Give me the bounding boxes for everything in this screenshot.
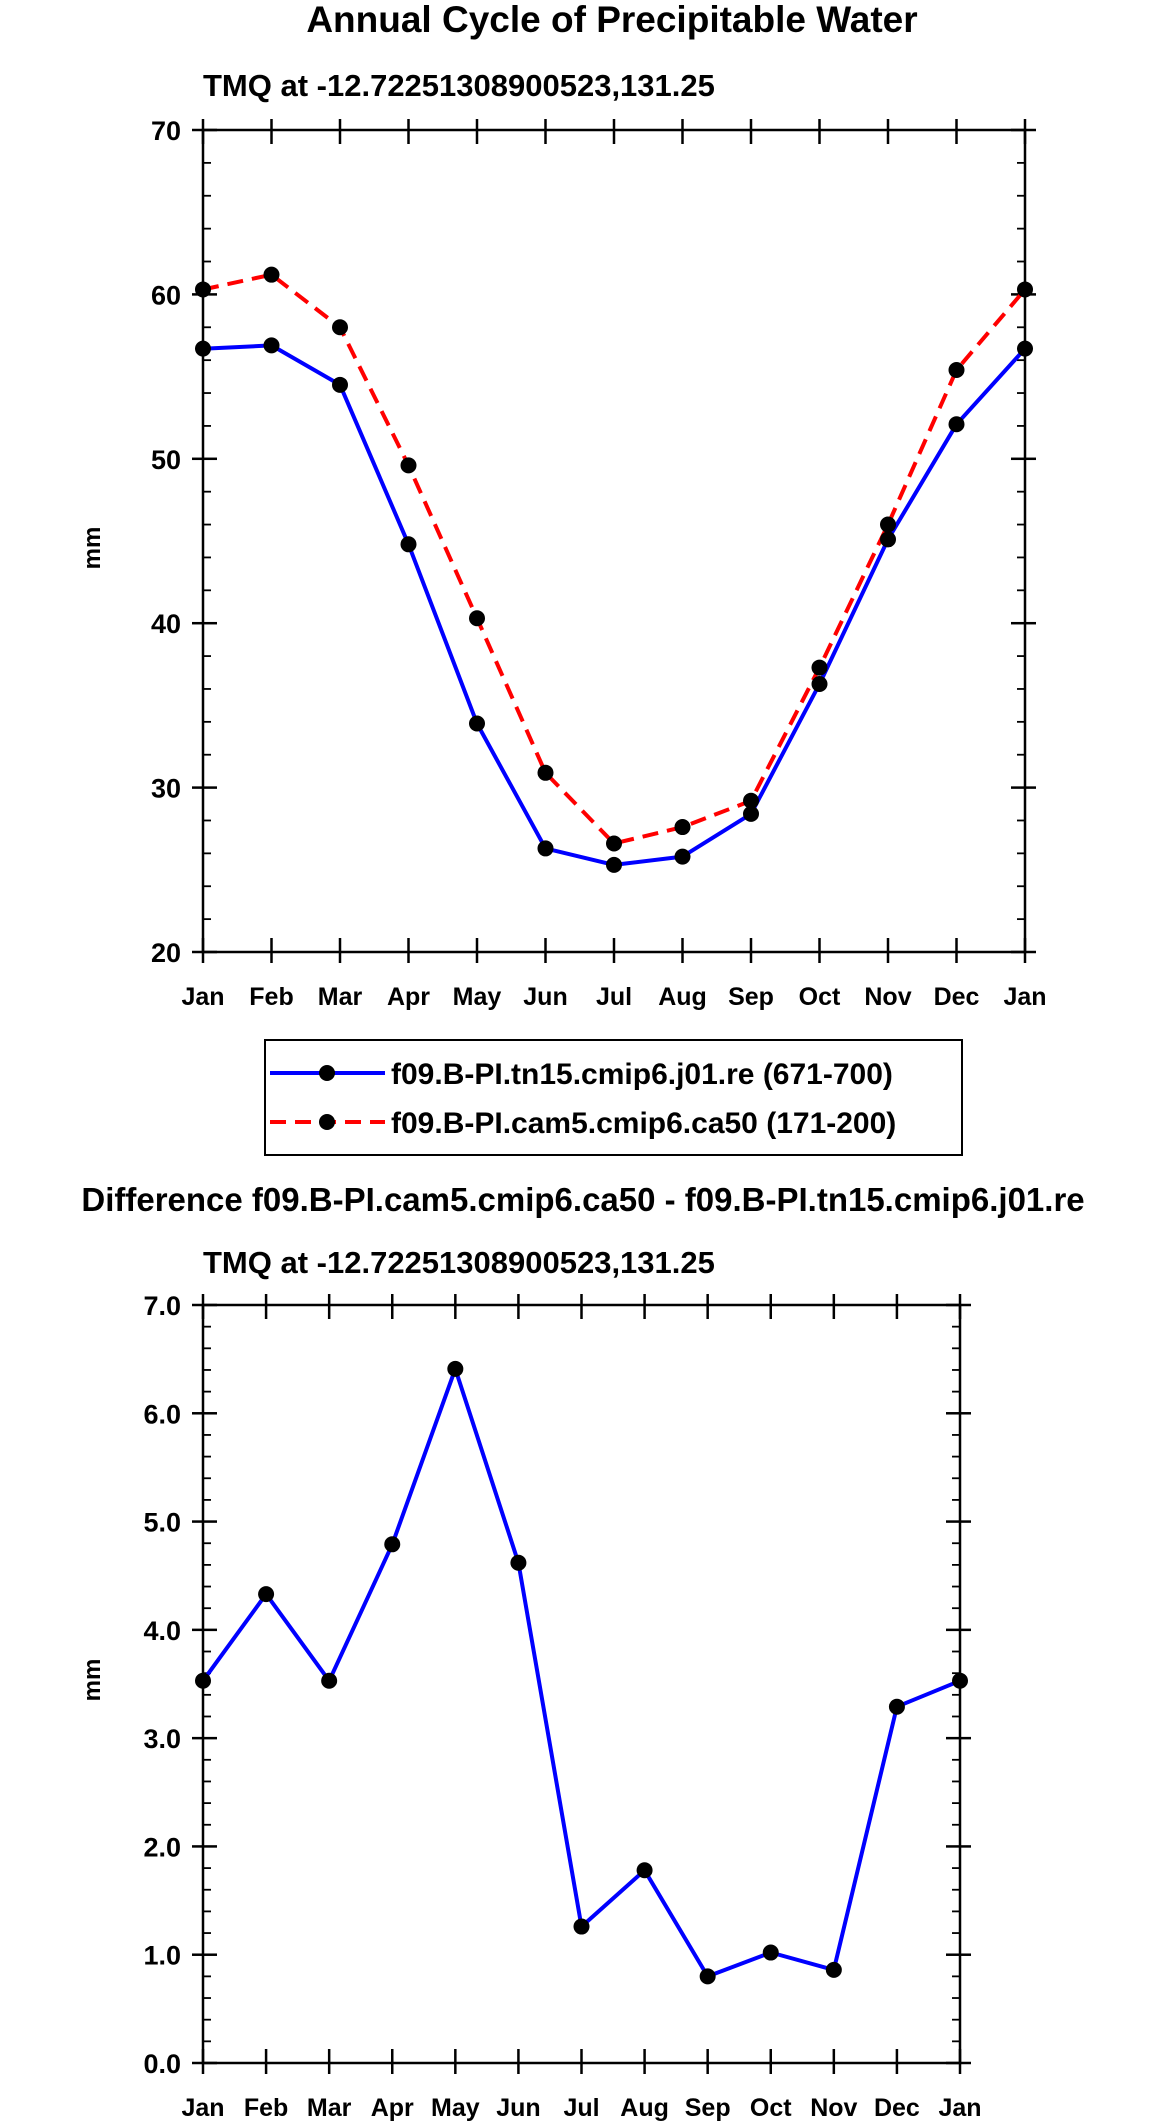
chart1-series-1-line xyxy=(202,343,1027,867)
chart1-xtick-label: Dec xyxy=(934,983,980,1011)
chart2-xtick-label: May xyxy=(431,2094,480,2122)
chart1-series-1-point xyxy=(195,340,211,357)
chart2-xtick-label: Oct xyxy=(750,2094,792,2122)
chart1-xtick-label: Nov xyxy=(864,983,911,1011)
chart1-series-1-point xyxy=(400,536,417,553)
chart2-ytick-label: 1.0 xyxy=(143,1941,181,1971)
chart1-xtick-label: Mar xyxy=(318,983,363,1011)
chart1-ylabel: mm xyxy=(79,527,106,570)
chart2-ytick-label: 2.0 xyxy=(143,1832,181,1862)
chart2-series-1-point xyxy=(888,1698,905,1715)
chart1-ytick-label: 50 xyxy=(151,445,181,475)
chart2-ytick-label: 3.0 xyxy=(143,1724,181,1754)
chart2-ytick-label: 5.0 xyxy=(143,1508,181,1538)
chart1-series-1-point xyxy=(537,840,554,857)
chart1-series-2-point xyxy=(400,457,417,474)
chart2-ylabel: mm xyxy=(79,1659,106,1702)
chart2-series-1-point xyxy=(321,1672,338,1689)
chart2-series-1-point xyxy=(952,1672,968,1689)
chart2-series-1-point xyxy=(447,1360,464,1377)
chart1-series-2-point xyxy=(948,362,965,379)
chart1-series-1-point xyxy=(1017,340,1033,357)
chart1-plot: 20 30 40 50 60 70 Jan Feb Mar Apr May Jun Jul Aug Sep O… xyxy=(151,116,1047,1011)
chart1-series-2-point xyxy=(606,835,622,852)
chart1-xtick-label: Jan xyxy=(181,983,224,1011)
chart1-series-2-point xyxy=(469,610,485,627)
chart2-xtick-label: Jul xyxy=(563,2094,599,2122)
chart2-xtick-label: Aug xyxy=(620,2094,669,2122)
chart2-xtick-label: Jan xyxy=(938,2094,981,2122)
chart1-subtitle: TMQ at -12.72251308900523,131.25 xyxy=(203,68,715,103)
chart2-xtick-label: Dec xyxy=(874,2094,920,2122)
chart1-series-2-point xyxy=(195,281,211,298)
chart1-series-1-point xyxy=(948,416,965,433)
chart2-series-1-point xyxy=(384,1536,401,1553)
legend-box xyxy=(264,1039,963,1156)
chart2-xtick-label: Apr xyxy=(371,2094,414,2122)
legend-label-series-1: f09.B-PI.tn15.cmip6.j01.re (671-700) xyxy=(391,1058,893,1091)
chart1-legend: f09.B-PI.tn15.cmip6.j01.re (671-700) f09… xyxy=(264,1039,963,1156)
chart1-series-1-point xyxy=(811,676,828,693)
chart1-series-2-point xyxy=(537,764,554,781)
chart1-series-1-point xyxy=(332,376,348,393)
legend-marker-series-2 xyxy=(319,1114,335,1130)
chart1-xtick-label: Oct xyxy=(799,983,841,1011)
chart1-series-2-point xyxy=(674,819,691,836)
chart2-ytick-label: 4.0 xyxy=(143,1616,181,1646)
chart1-xtick-label: Sep xyxy=(728,983,774,1011)
chart2-series-1-point xyxy=(636,1862,653,1879)
chart1-xtick-label: Jan xyxy=(1003,983,1046,1011)
chart1-series-2-point xyxy=(743,792,759,809)
chart2-ytick-label: 7.0 xyxy=(143,1291,181,1321)
chart2-title: Difference f09.B-PI.cam5.cmip6.ca50 - f0… xyxy=(81,1181,1084,1218)
chart2-xtick-label: Sep xyxy=(685,2094,731,2122)
chart1-ytick-label: 20 xyxy=(151,938,181,968)
chart1-series-2-point xyxy=(880,516,896,533)
chart2-xtick-label: Nov xyxy=(810,2094,857,2122)
chart1-series-2-point xyxy=(1017,281,1033,298)
chart2-frame xyxy=(201,1303,962,2065)
chart2-xtick-label: Feb xyxy=(244,2094,288,2122)
chart1-xtick-label: Apr xyxy=(387,983,430,1011)
chart2-ytick-label: 0.0 xyxy=(143,2049,181,2079)
chart1-ytick-label: 40 xyxy=(151,609,181,639)
chart2-series-1-point xyxy=(762,1944,779,1961)
chart1-series-2-point xyxy=(332,319,348,336)
chart1-series-2-point xyxy=(263,266,280,283)
chart1-ytick-label: 70 xyxy=(151,116,181,146)
chart2-series-1-point xyxy=(573,1918,590,1935)
chart1-frame xyxy=(201,128,1027,954)
chart2-series-1-point xyxy=(510,1554,527,1571)
chart1-xtick-label: Jun xyxy=(523,983,567,1011)
chart1-series-1-point xyxy=(880,531,896,548)
chart2-series-1-point xyxy=(825,1961,842,1978)
chart2-xtick-label: Jun xyxy=(496,2094,540,2122)
legend-marker-series-1 xyxy=(319,1065,335,1081)
chart1-xtick-label: May xyxy=(453,983,502,1011)
chart1-series-1-point xyxy=(606,856,622,873)
chart2-xtick-label: Jan xyxy=(181,2094,224,2122)
legend-label-series-2: f09.B-PI.cam5.cmip6.ca50 (171-200) xyxy=(391,1107,896,1140)
chart1-xtick-label: Aug xyxy=(658,983,707,1011)
chart2-ytick-label: 6.0 xyxy=(143,1399,181,1429)
chart2-series-1-point xyxy=(195,1672,211,1689)
chart1-series-1-point xyxy=(674,848,691,865)
chart1-ytick-label: 60 xyxy=(151,280,181,310)
chart2-subtitle: TMQ at -12.72251308900523,131.25 xyxy=(203,1245,715,1280)
chart1-series-2-line xyxy=(202,272,1027,846)
chart1-series-2-point xyxy=(811,659,828,676)
chart1-xtick-label: Feb xyxy=(249,983,293,1011)
chart2-plot: 0.0 1.0 2.0 3.0 4.0 5.0 6.0 7.0 Jan Feb Mar Apr May J… xyxy=(143,1291,981,2122)
chart1-ytick-label: 30 xyxy=(151,774,181,804)
chart2-xtick-label: Mar xyxy=(307,2094,352,2122)
chart2-series-1-line xyxy=(201,1366,961,1979)
chart1-title: Annual Cycle of Precipitable Water xyxy=(306,0,917,40)
chart1-series-1-point xyxy=(263,337,280,354)
chart1-series-1-point xyxy=(743,805,759,822)
chart1-series-1-point xyxy=(469,715,485,732)
chart2-series-1-point xyxy=(258,1586,275,1603)
chart1-xtick-label: Jul xyxy=(596,983,632,1011)
chart2-series-1-point xyxy=(699,1968,716,1985)
